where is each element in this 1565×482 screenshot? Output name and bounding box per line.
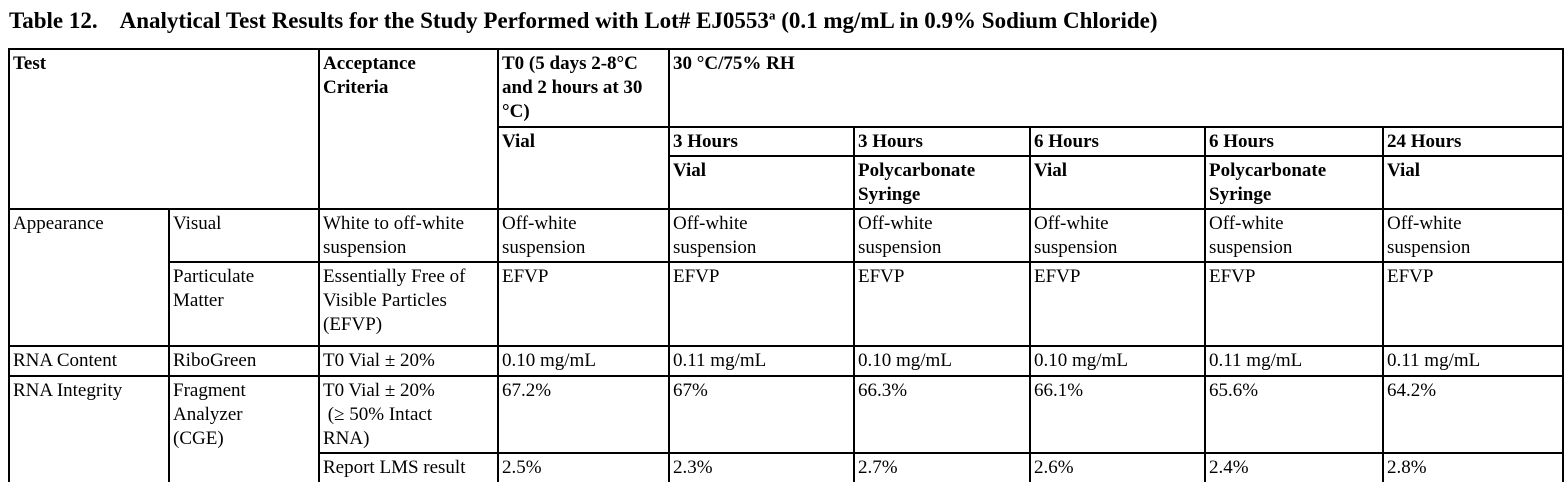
analytical-results-table: Test Acceptance Criteria T0 (5 days 2-8°… [8,48,1564,482]
cell-value: 2.3% [668,452,855,482]
cell-value: 0.11 mg/mL [668,345,855,377]
cell-value: 2.5% [497,452,670,482]
cell-value: EFVP [1029,261,1206,347]
cell-value: EFVP [1204,261,1384,347]
cell-value: 2.7% [853,452,1031,482]
cell-value: 0.11 mg/mL [1204,345,1384,377]
cell-value: Off-white suspension [853,208,1031,263]
row-lms-result: Report LMS result 2.5% 2.3% 2.7% 2.6% 2.… [9,452,1564,482]
cell-value: Off-white suspension [1382,208,1564,263]
cell-value: 65.6% [1204,375,1384,454]
cell-value: 67% [668,375,855,454]
header-cell-test: Test [8,48,320,210]
header-cell-t0-condition: T0 (5 days 2-8°C and 2 hours at 30 °C) [497,48,670,128]
header-cell-stability-condition: 30 °C/75% RH [668,48,1564,128]
cell-value: EFVP [668,261,855,347]
cell-value: EFVP [1382,261,1564,347]
cell-value: 67.2% [497,375,670,454]
cell-method-visual: Visual [168,208,320,263]
cell-value: EFVP [497,261,670,347]
row-rna-integrity: RNA Integrity Fragment Analyzer (CGE) T0… [8,375,1564,482]
header-cell-timepoint-24h-vial: 24 Hours [1382,126,1564,157]
cell-value: EFVP [853,261,1031,347]
header-cell-container-6h-vial: Vial [1029,155,1206,210]
cell-criteria-lms: Report LMS result [318,452,499,482]
header-cell-t0-container: Vial [497,126,670,210]
header-cell-container-6h-syringe: Polycarbonate Syringe [1204,155,1384,210]
header-row-timepoints: Vial 3 Hours 3 Hours 6 Hours 6 Hours 24 … [9,126,1564,210]
cell-value: Off-white suspension [668,208,855,263]
header-row-1: Test Acceptance Criteria T0 (5 days 2-8°… [8,48,1564,210]
cell-value: Off-white suspension [1204,208,1384,263]
header-cell-container-3h-vial: Vial [668,155,855,210]
cell-value: 66.1% [1029,375,1206,454]
cell-criteria-appearance: White to off-white suspension [318,208,499,263]
cell-value: 0.10 mg/mL [497,345,670,377]
table-number-label: Table 12. [9,8,98,33]
header-cell-container-3h-syringe: Polycarbonate Syringe [853,155,1031,210]
cell-test-appearance: Appearance [8,208,170,347]
table-title: Table 12. Analytical Test Results for the… [9,8,1158,34]
cell-method-particulate-matter: Particulate Matter [168,261,320,347]
header-cell-timepoint-3h-syringe: 3 Hours [853,126,1031,157]
cell-value: 64.2% [1382,375,1564,454]
cell-value: 0.10 mg/mL [853,345,1031,377]
header-cell-timepoint-3h-vial: 3 Hours [668,126,855,157]
cell-value: 0.11 mg/mL [1382,345,1564,377]
cell-criteria-particulate: Essentially Free of Visible Particles (E… [318,261,499,347]
row-appearance-visual: Appearance Visual White to off-white sus… [8,208,1564,347]
header-cell-container-24h-vial: Vial [1382,155,1564,210]
table-title-suffix: (0.1 mg/mL in 0.9% Sodium Chloride) [775,8,1158,33]
cell-criteria-rna-integrity: T0 Vial ± 20% (≥ 50% Intact RNA) [318,375,499,454]
cell-value: 2.8% [1382,452,1564,482]
cell-value: 2.4% [1204,452,1384,482]
cell-method-ribogreen: RiboGreen [168,345,320,377]
cell-method-fragment-analyzer: Fragment Analyzer (CGE) [168,375,320,482]
cell-value: Off-white suspension [1029,208,1206,263]
cell-value: Off-white suspension [497,208,670,263]
cell-criteria-rna-content: T0 Vial ± 20% [318,345,499,377]
header-cell-acceptance-criteria: Acceptance Criteria [318,48,499,210]
header-row-containers: Vial Polycarbonate Syringe Vial Polycarb… [9,155,1564,210]
header-cell-timepoint-6h-syringe: 6 Hours [1204,126,1384,157]
cell-test-rna-integrity: RNA Integrity [8,375,170,482]
cell-value: 0.10 mg/mL [1029,345,1206,377]
table-title-footnote-marker: a [768,7,776,23]
table-title-text: Analytical Test Results for the Study Pe… [119,8,769,33]
row-rna-content: RNA Content RiboGreen T0 Vial ± 20% 0.10… [8,345,1564,377]
row-appearance-particulate: Particulate Matter Essentially Free of V… [9,261,1564,347]
header-cell-timepoint-6h-vial: 6 Hours [1029,126,1206,157]
cell-value: 2.6% [1029,452,1206,482]
cell-test-rna-content: RNA Content [8,345,170,377]
cell-value: 66.3% [853,375,1031,454]
